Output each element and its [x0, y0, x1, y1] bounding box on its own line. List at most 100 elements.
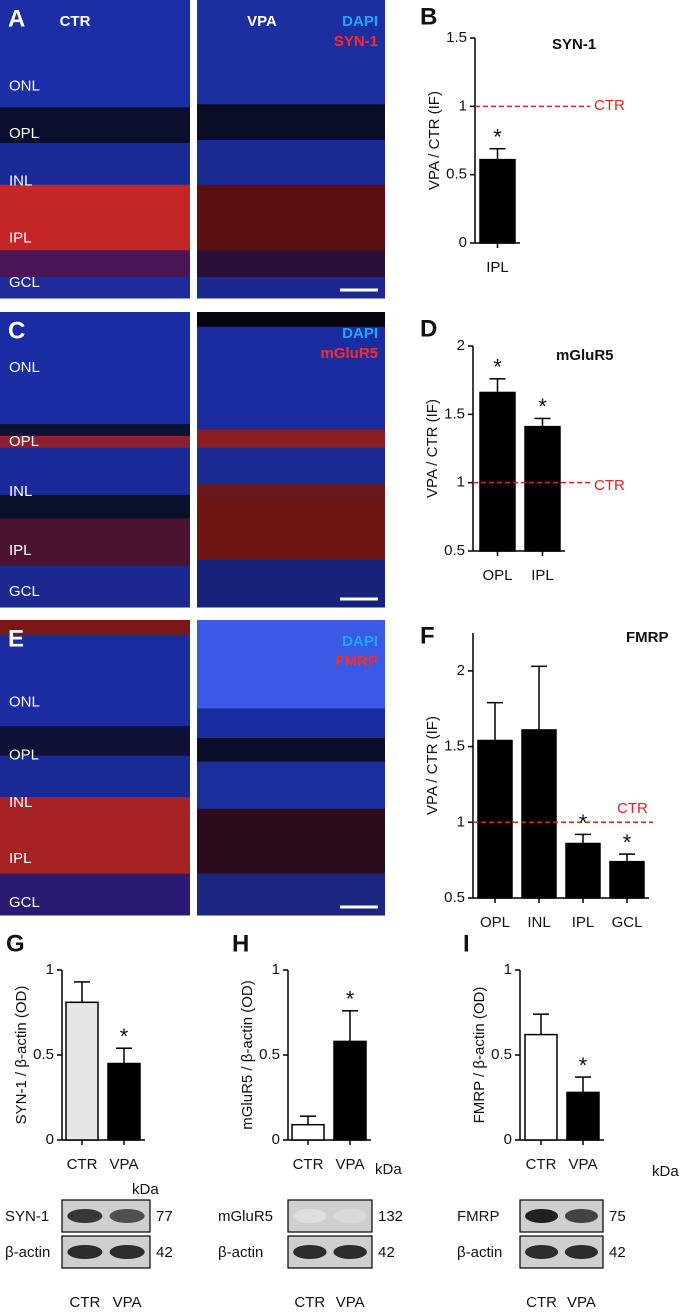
y-tick-label: 0	[504, 1131, 512, 1148]
lane-label: CTR	[526, 1294, 557, 1311]
kda-label: kDa	[132, 1181, 159, 1198]
tissue-band	[197, 326, 385, 431]
x-tick-label: CTR	[293, 1156, 324, 1173]
tissue-band	[197, 277, 385, 299]
y-tick-label: 0.5	[259, 1046, 280, 1063]
layer-label: ONL	[9, 77, 40, 94]
layer-label: INL	[9, 794, 32, 811]
stain-label: DAPI	[342, 325, 378, 342]
y-tick-label: 1	[46, 961, 54, 978]
tissue-band	[197, 497, 385, 561]
y-axis-label: mGluR5 / β-actin (OD)	[239, 980, 256, 1129]
blot-row-label: β-actin	[457, 1244, 502, 1261]
x-tick-label: VPA	[336, 1156, 365, 1173]
bar	[291, 1123, 325, 1141]
bar	[65, 1001, 99, 1141]
blot-band	[564, 1209, 599, 1223]
y-tick-label: 1.5	[444, 738, 465, 755]
tissue-band	[0, 184, 190, 251]
y-tick-label: 1	[457, 474, 465, 491]
y-tick-label: 0.5	[444, 889, 465, 906]
tissue-band	[0, 424, 190, 437]
layer-label: IPL	[9, 850, 32, 867]
blot-row-label: β-actin	[218, 1244, 263, 1261]
blot-row-label: β-actin	[5, 1244, 50, 1261]
tissue-band	[197, 104, 385, 141]
tissue-band	[197, 483, 385, 499]
stain-label: DAPI	[342, 13, 378, 30]
layer-label: OPL	[9, 747, 39, 764]
blot-size: 77	[156, 1208, 173, 1225]
x-tick-label: VPA	[569, 1156, 598, 1173]
tissue-band	[197, 0, 385, 105]
panel-letter: G	[6, 930, 25, 957]
tissue-band	[0, 0, 190, 108]
chart-title: mGluR5	[556, 347, 614, 364]
y-tick-label: 2	[457, 337, 465, 354]
blot-band	[564, 1245, 599, 1259]
tissue-band	[0, 447, 190, 496]
blot-size: 42	[609, 1244, 626, 1261]
tissue-band	[0, 634, 190, 727]
blot-band	[333, 1209, 367, 1223]
layer-label: ONL	[9, 694, 40, 711]
tissue-band	[197, 312, 385, 328]
tissue-band	[0, 107, 190, 144]
tissue-band	[0, 435, 190, 449]
blot-band	[109, 1209, 145, 1223]
blot-band	[293, 1245, 327, 1259]
y-tick-label: 0	[46, 1131, 54, 1148]
tissue-band	[197, 430, 385, 449]
bar	[107, 1062, 141, 1141]
panel-letter: A	[8, 5, 25, 32]
tissue-band	[0, 726, 190, 757]
tissue-band	[197, 761, 385, 810]
blot-row-label: FMRP	[457, 1208, 500, 1225]
blot-size: 75	[609, 1208, 626, 1225]
layer-label: IPL	[9, 229, 32, 246]
blot-size: 42	[378, 1244, 395, 1261]
tissue-band	[0, 755, 190, 798]
y-tick-label: 2	[457, 662, 465, 679]
panel-letter: D	[420, 315, 437, 342]
tissue-band	[0, 277, 190, 299]
lane-label: VPA	[113, 1294, 142, 1311]
blot-band	[67, 1209, 103, 1223]
blot-band	[67, 1245, 103, 1259]
x-tick-label: CTR	[67, 1156, 98, 1173]
x-tick-label: IPL	[572, 914, 595, 931]
bar	[479, 158, 516, 244]
tissue-band	[197, 250, 385, 278]
stain-label: SYN-1	[334, 33, 378, 50]
tissue-band	[0, 143, 190, 186]
x-tick-label: OPL	[482, 567, 512, 584]
y-tick-label: 0.5	[444, 542, 465, 559]
y-axis-label: VPA / CTR (IF)	[424, 399, 441, 498]
condition-label: VPA	[247, 13, 277, 30]
blot-band	[524, 1209, 559, 1223]
kda-label: kDa	[652, 1163, 679, 1180]
y-axis-label: SYN-1 / β-actin (OD)	[13, 986, 30, 1125]
x-tick-label: VPA	[110, 1156, 139, 1173]
y-tick-label: 0	[459, 234, 467, 251]
tissue-band	[197, 140, 385, 186]
tissue-band	[197, 184, 385, 251]
significance-marker: *	[623, 830, 632, 855]
tissue-band	[0, 518, 190, 567]
tissue-band	[0, 312, 190, 425]
reference-label: CTR	[617, 800, 648, 817]
y-axis-label: FMRP / β-actin (OD)	[471, 987, 488, 1124]
tissue-band	[197, 873, 385, 916]
bar	[609, 860, 645, 899]
y-tick-label: 1	[457, 813, 465, 830]
layer-label: GCL	[9, 894, 40, 911]
layer-label: OPL	[9, 433, 39, 450]
tissue-band	[197, 808, 385, 875]
y-axis-label: VPA / CTR (IF)	[426, 91, 443, 190]
bar	[333, 1040, 367, 1141]
panel-letter: I	[463, 930, 470, 957]
bar	[566, 1091, 600, 1141]
layer-label: ONL	[9, 359, 40, 376]
significance-marker: *	[346, 987, 355, 1012]
